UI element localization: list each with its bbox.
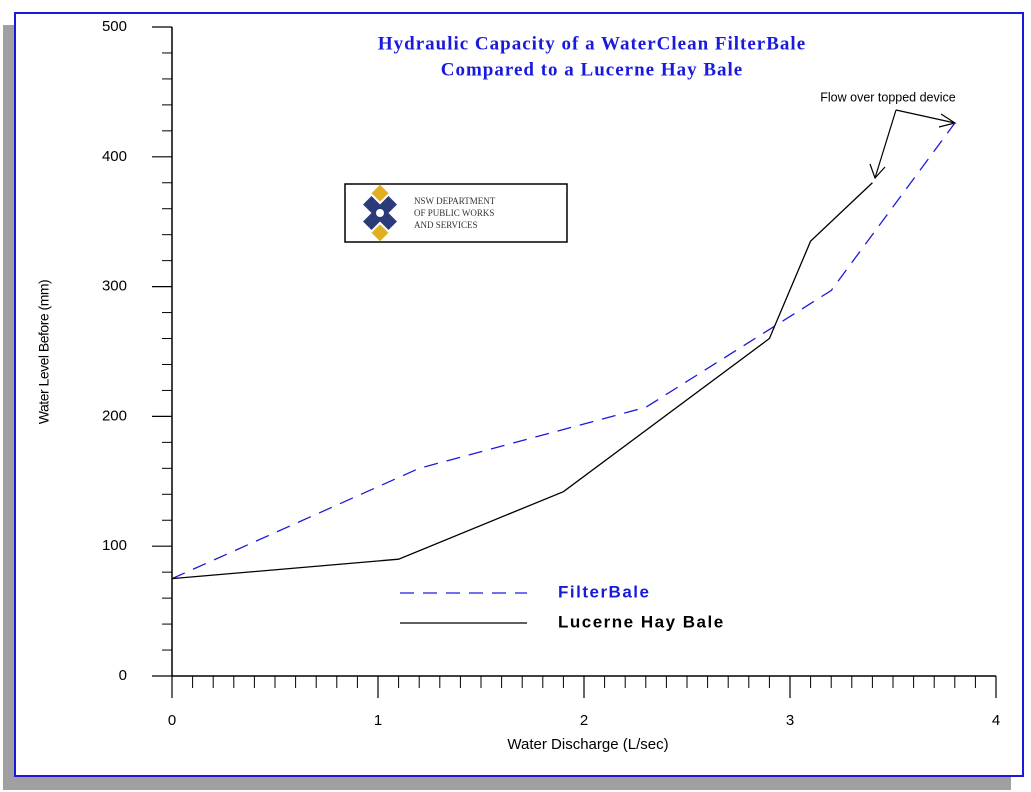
y-tick-label: 500 (102, 18, 127, 35)
y-tick-label: 0 (119, 667, 127, 684)
y-tick-label: 200 (102, 407, 127, 424)
y-axis-label: Water Level Before (mm) (36, 280, 52, 424)
x-tick-label: 2 (580, 712, 588, 729)
legend-label: Lucerne Hay Bale (558, 612, 725, 631)
y-tick-label: 300 (102, 278, 127, 295)
annotation-arrows (869, 109, 957, 180)
logo: NSW DEPARTMENT OF PUBLIC WORKS AND SERVI… (344, 183, 568, 243)
frame (14, 12, 1024, 777)
annotation: Flow over topped device (820, 90, 956, 104)
x-axis-label: Water Discharge (L/sec) (507, 736, 668, 753)
x-tick-label: 4 (992, 712, 1000, 729)
data-line (171, 122, 956, 580)
data-line (171, 182, 873, 580)
legend-label: FilterBale (558, 582, 650, 601)
logo-text: AND SERVICES (414, 220, 478, 230)
logo-text: NSW DEPARTMENT (414, 196, 496, 206)
x-tick-label: 0 (168, 712, 176, 729)
chart-title: Hydraulic Capacity of a WaterClean Filte… (378, 33, 806, 54)
y-tick-label: 400 (102, 148, 127, 165)
logo-text: OF PUBLIC WORKS (414, 208, 494, 218)
chart-title: Compared to a Lucerne Hay Bale (441, 59, 744, 80)
x-tick-label: 3 (786, 712, 794, 729)
y-tick-label: 100 (102, 537, 127, 554)
x-tick-label: 1 (374, 712, 382, 729)
